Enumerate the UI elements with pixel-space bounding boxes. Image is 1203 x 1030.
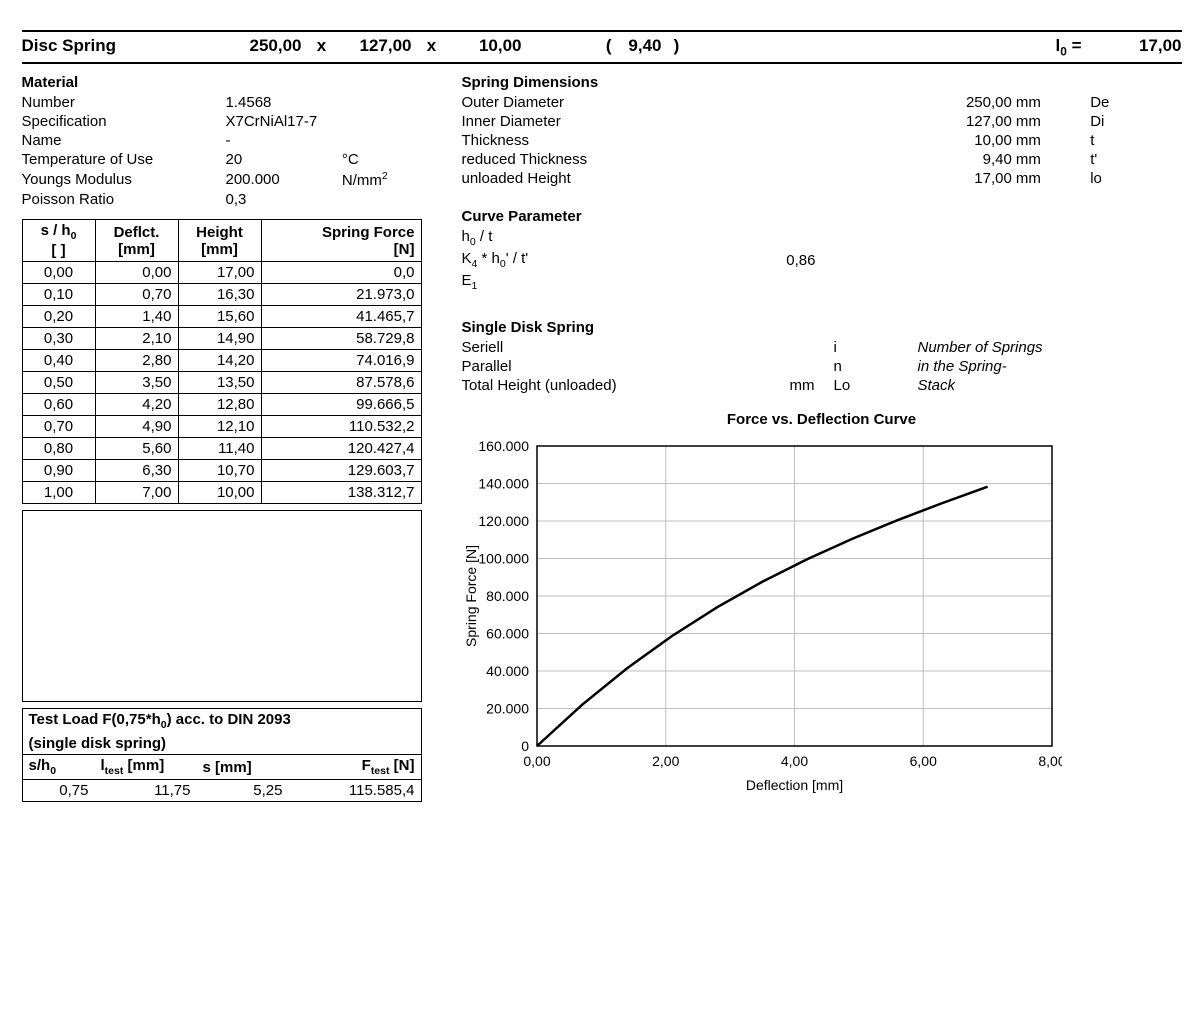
svg-text:60.000: 60.000 [486, 626, 529, 642]
svg-text:6,00: 6,00 [909, 753, 936, 769]
single-table: SerielliNumber of SpringsParallelnin the… [462, 338, 1182, 395]
curveparam-title: Curve Parameter [462, 208, 1182, 225]
hdr-t: 10,00 [452, 36, 522, 56]
hdr-title: Disc Spring [22, 36, 222, 56]
svg-text:40.000: 40.000 [486, 663, 529, 679]
hdr-lo-label: l0 = [1055, 36, 1081, 58]
curveparam-table: h0 / t K4 * h0' / t'0,86 E1 [462, 227, 1182, 293]
chart-title: Force vs. Deflection Curve [462, 411, 1182, 428]
hdr-tr: 9,40 [612, 36, 662, 56]
hdr-lo: 17,00 [1082, 36, 1182, 56]
dims-title: Spring Dimensions [462, 74, 1182, 91]
empty-box [22, 510, 422, 702]
svg-text:160.000: 160.000 [478, 438, 529, 454]
hdr-tr-open: ( [522, 36, 612, 56]
svg-text:4,00: 4,00 [780, 753, 807, 769]
svg-text:Deflection [mm]: Deflection [mm] [745, 777, 842, 793]
svg-text:100.000: 100.000 [478, 551, 529, 567]
hdr-x2: x [412, 36, 452, 56]
svg-text:120.000: 120.000 [478, 513, 529, 529]
svg-text:8,00: 8,00 [1038, 753, 1062, 769]
svg-text:0,00: 0,00 [523, 753, 550, 769]
svg-text:80.000: 80.000 [486, 588, 529, 604]
svg-text:Spring Force [N]: Spring Force [N] [463, 545, 479, 647]
deflection-table: s / h0[ ] Deflct.[mm] Height[mm] Spring … [22, 219, 422, 504]
svg-text:140.000: 140.000 [478, 476, 529, 492]
svg-text:2,00: 2,00 [652, 753, 679, 769]
hdr-x1: x [302, 36, 342, 56]
svg-text:0: 0 [521, 738, 529, 754]
hdr-di: 127,00 [342, 36, 412, 56]
svg-text:20.000: 20.000 [486, 701, 529, 717]
hdr-tr-close: ) [662, 36, 692, 56]
material-title: Material [22, 74, 442, 91]
hdr-de: 250,00 [222, 36, 302, 56]
header-bar: Disc Spring 250,00 x 127,00 x 10,00 ( 9,… [22, 30, 1182, 64]
testload-box: Test Load F(0,75*h0) acc. to DIN 2093 (s… [22, 708, 422, 802]
material-table: Number1.4568 SpecificationX7CrNiAl17-7 N… [22, 93, 442, 209]
single-title: Single Disk Spring [462, 319, 1182, 336]
dims-table: Outer Diameter250,00mmDeInner Diameter12… [462, 93, 1182, 188]
